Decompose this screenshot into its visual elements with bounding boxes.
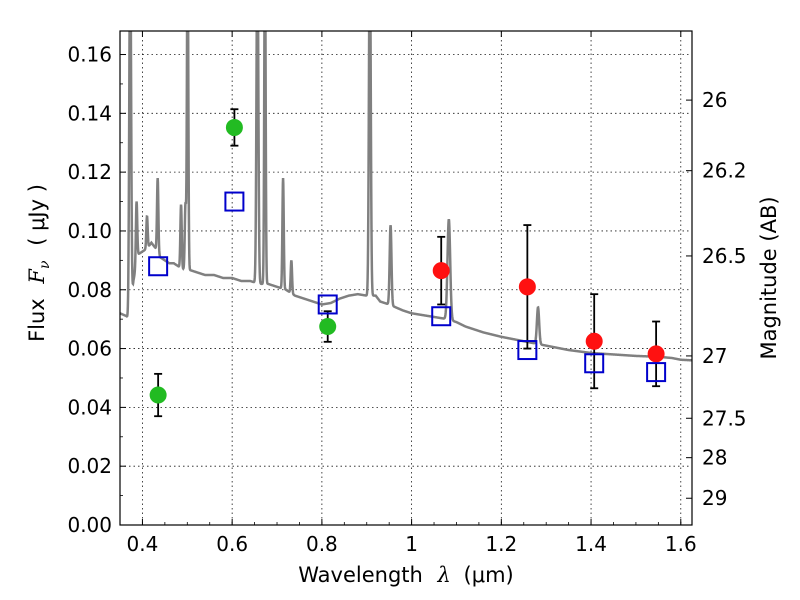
y-tick-label: 0.02 [67, 454, 112, 478]
x-axis-title-unit: (μm) [464, 563, 514, 587]
x-tick-label: 0.4 [127, 532, 159, 556]
data-point-circle [319, 318, 337, 336]
data-point-square [646, 362, 667, 383]
x-tick-label: 1.6 [665, 532, 697, 556]
y-tick-label: 0.12 [67, 160, 112, 184]
y-tick-label: 0.08 [67, 278, 112, 302]
data-point-square [224, 191, 245, 212]
data-point-circle [518, 278, 536, 296]
series-layer [148, 108, 667, 418]
x-axis-title-symbol: λ [437, 563, 451, 587]
x-tick-label: 1.2 [485, 532, 517, 556]
y-tick-label: 0.10 [67, 219, 112, 243]
data-point-circle [225, 118, 243, 136]
x-tick-label: 1 [405, 532, 418, 556]
y-tick-label: 0.14 [67, 101, 112, 125]
y2-tick-label: 28 [702, 446, 727, 470]
x-axis-title-prefix: Wavelength [298, 563, 423, 587]
data-point-square [431, 306, 452, 327]
y-tick-label: 0.16 [67, 43, 112, 67]
y-tick-label: 0.04 [67, 395, 112, 419]
plot-frame [119, 30, 693, 526]
y2-tick-label: 26.5 [702, 244, 747, 268]
data-point-circle [432, 262, 450, 280]
x-axis-title: Wavelength λ (μm) [298, 563, 513, 587]
y-axis-title: Flux Fν ( μJy ) [25, 184, 54, 342]
data-point-square [584, 353, 605, 374]
data-point-circle [585, 332, 603, 350]
data-point-circle [647, 345, 665, 363]
y-axis-title-subscript: ν [37, 260, 53, 269]
y2-axis-title: Magnitude (AB) [757, 196, 781, 359]
y-tick-label: 0.00 [67, 513, 112, 537]
y-axis-title-unit: ( μJy ) [25, 184, 49, 246]
data-point-square [517, 340, 538, 361]
tick-layer: 0.4 0.6 0.8 1 1.2 1.4 1.6 0.00 0.02 0.04 0.06 0.08 0… [67, 31, 747, 556]
y2-tick-label: 26.2 [702, 159, 747, 183]
data-point-square [148, 256, 169, 277]
data-point-circle [149, 386, 167, 404]
y2-tick-label: 29 [702, 486, 727, 510]
y2-tick-label: 27 [702, 344, 727, 368]
y-axis-title-prefix: Flux [25, 298, 49, 342]
y-axis-title-symbol: F [25, 268, 49, 285]
x-tick-label: 0.8 [306, 532, 338, 556]
y-tick-label: 0.06 [67, 337, 112, 361]
y2-tick-label: 26 [702, 88, 727, 112]
x-tick-label: 1.4 [575, 532, 607, 556]
x-tick-label: 0.6 [216, 532, 248, 556]
data-point-square [317, 294, 338, 315]
grid-layer [120, 31, 692, 525]
y2-tick-label: 27.5 [702, 406, 747, 430]
